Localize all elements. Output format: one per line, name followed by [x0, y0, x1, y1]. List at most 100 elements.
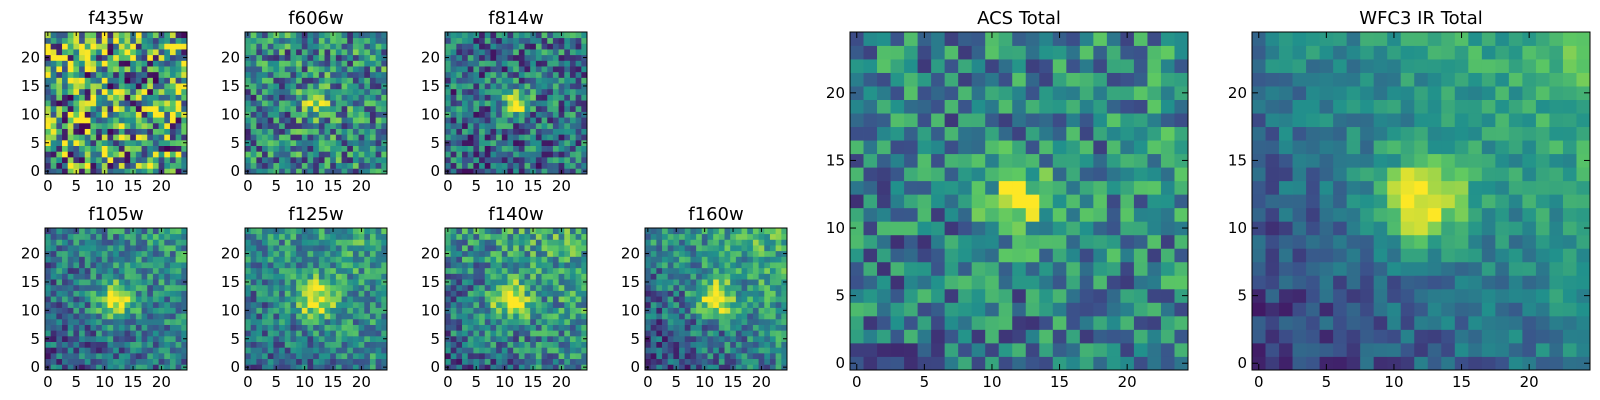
heatmap-cell — [347, 43, 354, 50]
heatmap-cell — [581, 262, 588, 269]
heatmap-cell — [318, 43, 325, 50]
heatmap-cell — [490, 122, 497, 129]
heatmap-cell — [518, 105, 525, 112]
heatmap-cell — [581, 358, 588, 365]
heatmap-cell — [375, 330, 382, 337]
heatmap-cell — [1106, 315, 1121, 330]
heatmap-cell — [581, 284, 588, 291]
heatmap-cell — [564, 273, 571, 280]
heatmap-cell — [564, 267, 571, 274]
heatmap-cell — [56, 307, 63, 314]
heatmap-cell — [267, 60, 274, 67]
heatmap-cell — [547, 117, 554, 124]
heatmap-cell — [507, 250, 514, 257]
heatmap-cell — [958, 180, 973, 195]
heatmap-cell — [467, 256, 474, 263]
heatmap-cell — [124, 290, 131, 297]
heatmap-cell — [547, 168, 554, 175]
heatmap-cell — [318, 233, 325, 240]
heatmap-cell — [490, 134, 497, 141]
heatmap-cell — [667, 256, 674, 263]
heatmap-cell — [250, 324, 257, 331]
heatmap-cell — [490, 250, 497, 257]
heatmap-cell — [364, 128, 371, 135]
heatmap-cell — [752, 307, 759, 314]
heatmap-cell — [524, 111, 531, 118]
heatmap-cell — [352, 273, 359, 280]
heatmap-cell — [273, 296, 280, 303]
heatmap-cell — [62, 352, 69, 360]
heatmap-cell — [467, 145, 474, 152]
heatmap-cell — [124, 71, 131, 78]
heatmap-cell — [130, 335, 137, 342]
heatmap-cell — [781, 239, 788, 246]
heatmap-cell — [541, 54, 548, 61]
heatmap-cell — [267, 318, 274, 325]
heatmap-cell — [67, 111, 74, 118]
heatmap-cell — [985, 194, 1000, 209]
heatmap-cell — [347, 284, 354, 291]
heatmap-cell — [547, 49, 554, 56]
heatmap-cell — [450, 156, 457, 164]
heatmap-cell — [690, 228, 697, 235]
heatmap-cell — [181, 145, 188, 152]
heatmap-cell — [290, 301, 297, 308]
heatmap-cell — [79, 77, 86, 84]
heatmap-cell — [369, 77, 377, 84]
y-tick-label: 0 — [630, 358, 640, 376]
heatmap-cell — [718, 352, 725, 360]
heatmap-cell — [267, 239, 274, 246]
heatmap-cell — [696, 347, 703, 354]
heatmap-cell — [135, 290, 142, 297]
heatmap-cell — [347, 352, 354, 360]
heatmap-cell — [290, 151, 297, 158]
heatmap-cell — [718, 307, 725, 314]
heatmap-cell — [279, 324, 286, 331]
heatmap-cell — [101, 335, 108, 342]
heatmap-cell — [45, 117, 52, 124]
heatmap-cell — [473, 151, 480, 158]
heatmap-cell — [645, 324, 652, 331]
heatmap-cell — [1079, 329, 1094, 344]
heatmap-cell — [330, 267, 337, 274]
x-tick-label: 15 — [523, 177, 542, 195]
heatmap-cell — [296, 262, 303, 269]
heatmap-cell — [135, 284, 142, 291]
heatmap-cell — [62, 49, 69, 56]
heatmap-cell — [581, 37, 588, 44]
heatmap-cell — [1079, 342, 1094, 357]
heatmap-cell — [369, 335, 377, 342]
heatmap-cell — [262, 54, 269, 61]
heatmap-cell — [67, 262, 74, 269]
heatmap-cell — [741, 262, 748, 269]
heatmap-cell — [107, 296, 114, 303]
heatmap-cell — [863, 315, 878, 330]
heatmap-cell — [45, 245, 52, 252]
heatmap-cell — [73, 335, 80, 342]
heatmap-cell — [513, 134, 520, 141]
heatmap-cell — [147, 83, 154, 90]
heatmap-cell — [358, 151, 365, 158]
heatmap-cell — [164, 162, 171, 169]
heatmap-cell — [79, 330, 86, 337]
heatmap-cell — [164, 318, 171, 325]
heatmap-cell — [124, 145, 131, 152]
heatmap-cell — [564, 335, 571, 342]
heatmap-cell — [50, 352, 57, 360]
heatmap-cell — [147, 290, 154, 297]
heatmap-cell — [256, 239, 263, 246]
heatmap-cell — [479, 262, 486, 269]
heatmap-cell — [141, 358, 148, 365]
heatmap-cell — [152, 250, 159, 257]
heatmap-cell — [369, 267, 377, 274]
heatmap-cell — [124, 250, 131, 257]
heatmap-cell — [552, 233, 559, 240]
heatmap-cell — [1147, 180, 1162, 195]
heatmap-cell — [301, 88, 308, 95]
heatmap-cell — [56, 256, 63, 263]
heatmap-cell — [62, 83, 69, 90]
heatmap-cell — [718, 284, 725, 291]
heatmap-cell — [79, 156, 86, 164]
heatmap-cell — [358, 290, 365, 297]
heatmap-cell — [164, 233, 171, 240]
